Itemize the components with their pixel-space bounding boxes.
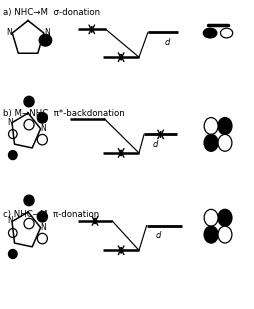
- Ellipse shape: [217, 118, 231, 134]
- Ellipse shape: [220, 28, 232, 38]
- Text: d: d: [155, 231, 160, 240]
- Text: N: N: [40, 222, 45, 231]
- Ellipse shape: [37, 134, 47, 145]
- Ellipse shape: [37, 112, 47, 123]
- Ellipse shape: [203, 210, 217, 226]
- Text: b) M→NHC  π*-backdonation: b) M→NHC π*-backdonation: [3, 109, 124, 118]
- Ellipse shape: [24, 218, 34, 229]
- Ellipse shape: [37, 211, 47, 222]
- Ellipse shape: [217, 134, 231, 151]
- Ellipse shape: [217, 226, 231, 243]
- Text: N: N: [7, 117, 13, 126]
- Ellipse shape: [8, 249, 17, 258]
- Ellipse shape: [203, 134, 217, 151]
- Ellipse shape: [217, 210, 231, 226]
- Text: c) NHC→M  π-donation: c) NHC→M π-donation: [3, 210, 98, 219]
- Ellipse shape: [8, 228, 17, 237]
- Text: a) NHC→M  σ-donation: a) NHC→M σ-donation: [3, 8, 99, 17]
- Text: N: N: [7, 216, 13, 225]
- Ellipse shape: [8, 129, 17, 138]
- Text: d: d: [164, 38, 169, 47]
- Text: N: N: [44, 28, 50, 37]
- Ellipse shape: [203, 118, 217, 134]
- Ellipse shape: [37, 233, 47, 244]
- Ellipse shape: [39, 34, 52, 46]
- Ellipse shape: [24, 195, 34, 206]
- Ellipse shape: [8, 150, 17, 159]
- Ellipse shape: [203, 226, 217, 243]
- Ellipse shape: [24, 119, 34, 130]
- Ellipse shape: [202, 28, 216, 38]
- Text: d: d: [152, 140, 158, 149]
- Ellipse shape: [24, 96, 34, 107]
- Text: N: N: [40, 124, 45, 133]
- Text: N: N: [6, 28, 12, 37]
